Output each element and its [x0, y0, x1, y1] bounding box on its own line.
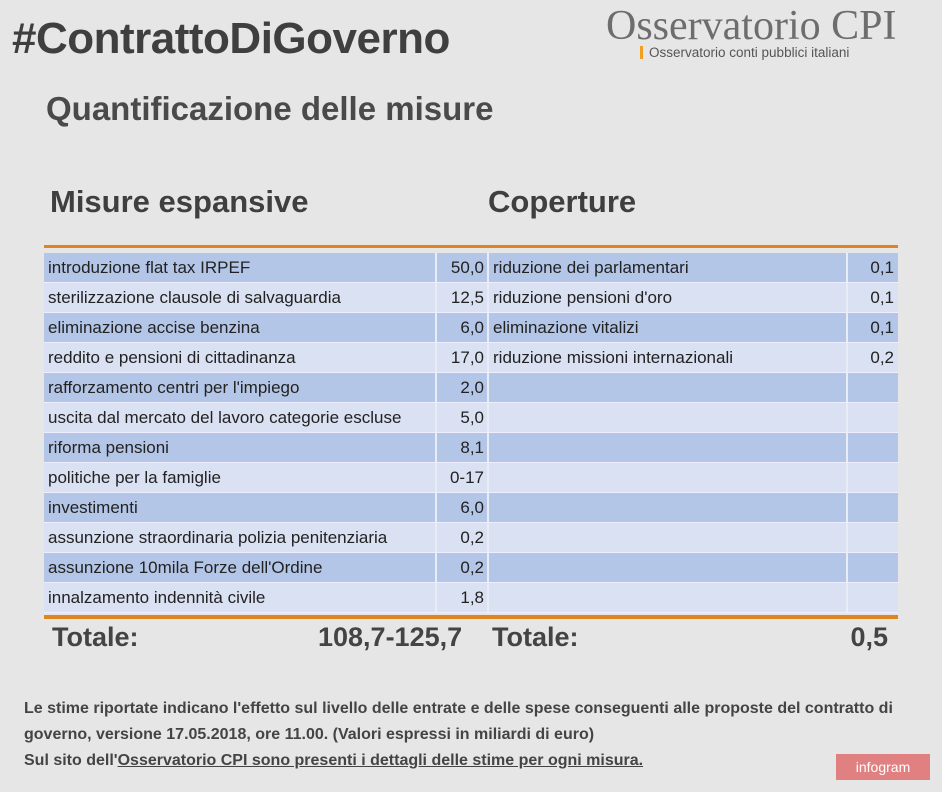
table-row: introduzione flat tax IRPEF 50,0 riduzione…: [44, 253, 898, 283]
table-row: rafforzamento centri per l'impiego 2,0: [44, 373, 898, 403]
coverage-name: riduzione missioni internazionali: [489, 343, 848, 372]
header-coperture: Coperture: [488, 184, 637, 219]
footnote: Le stime riportate indicano l'effetto su…: [24, 696, 924, 774]
measure-value: 50,0: [437, 253, 489, 282]
measures-table: introduzione flat tax IRPEF 50,0 riduzione…: [44, 245, 898, 619]
coverage-value: 0,1: [848, 253, 898, 282]
footnote-link-line: Sul sito dell'Osservatorio CPI sono pres…: [24, 748, 924, 774]
measure-value: 1,8: [437, 583, 489, 612]
measure-name: sterilizzazione clausole di salvaguardia: [44, 283, 437, 312]
coverage-name: eliminazione vitalizi: [489, 313, 848, 342]
logo-tagline: Osservatorio conti pubblici italiani: [640, 46, 849, 59]
coverage-value: [848, 403, 898, 432]
measure-name: innalzamento indennità civile: [44, 583, 437, 612]
measure-value: 8,1: [437, 433, 489, 462]
table-row: eliminazione accise benzina 6,0 eliminazio…: [44, 313, 898, 343]
measure-name: eliminazione accise benzina: [44, 313, 437, 342]
coverage-value: [848, 433, 898, 462]
page-subtitle: Quantificazione delle misure: [46, 90, 494, 127]
table-row: sterilizzazione clausole di salvaguardia…: [44, 283, 898, 313]
table-row: riforma pensioni 8,1: [44, 433, 898, 463]
table-row: investimenti 6,0: [44, 493, 898, 523]
measure-name: assunzione 10mila Forze dell'Ordine: [44, 553, 437, 582]
table-row: reddito e pensioni di cittadinanza 17,0 ri…: [44, 343, 898, 373]
coverage-value: 0,1: [848, 283, 898, 312]
coverage-value: [848, 583, 898, 612]
total-left-label: Totale:: [52, 622, 139, 652]
logo: Osservatorio CPI: [606, 3, 897, 49]
infogram-badge[interactable]: infogram: [836, 754, 930, 780]
total-left-value: 108,7-125,7: [318, 622, 463, 652]
measure-name: assunzione straordinaria polizia peniten…: [44, 523, 437, 552]
measure-value: 17,0: [437, 343, 489, 372]
coverage-value: [848, 553, 898, 582]
coverage-value: [848, 373, 898, 402]
coverage-name: [489, 493, 848, 522]
coverage-value: [848, 463, 898, 492]
table-row: assunzione 10mila Forze dell'Ordine 0,2: [44, 553, 898, 583]
coverage-name: [489, 373, 848, 402]
measure-name: introduzione flat tax IRPEF: [44, 253, 437, 282]
footnote-prefix: Sul sito dell': [24, 752, 118, 769]
measure-value: 2,0: [437, 373, 489, 402]
measure-value: 0-17: [437, 463, 489, 492]
measure-value: 12,5: [437, 283, 489, 312]
measure-name: uscita dal mercato del lavoro categorie …: [44, 403, 437, 432]
measure-value: 5,0: [437, 403, 489, 432]
coverage-name: [489, 463, 848, 492]
coverage-name: [489, 433, 848, 462]
footnote-text: Le stime riportate indicano l'effetto su…: [24, 700, 893, 743]
measure-name: rafforzamento centri per l'impiego: [44, 373, 437, 402]
coverage-value: [848, 493, 898, 522]
table-row: assunzione straordinaria polizia peniten…: [44, 523, 898, 553]
header-misure: Misure espansive: [50, 184, 309, 219]
measure-name: politiche per la famiglie: [44, 463, 437, 492]
table-row: uscita dal mercato del lavoro categorie …: [44, 403, 898, 433]
measure-value: 6,0: [437, 313, 489, 342]
measure-name: reddito e pensioni di cittadinanza: [44, 343, 437, 372]
coverage-name: [489, 523, 848, 552]
total-right-label: Totale:: [492, 622, 579, 652]
coverage-name: [489, 403, 848, 432]
total-right-value: 0,5: [850, 622, 888, 652]
osservatorio-link[interactable]: Osservatorio CPI sono presenti i dettagl…: [117, 752, 644, 769]
measure-value: 0,2: [437, 523, 489, 552]
measure-name: riforma pensioni: [44, 433, 437, 462]
coverage-name: [489, 583, 848, 612]
page-title: #ContrattoDiGoverno: [12, 14, 450, 63]
coverage-name: riduzione dei parlamentari: [489, 253, 848, 282]
measure-value: 0,2: [437, 553, 489, 582]
table-row: innalzamento indennità civile 1,8: [44, 583, 898, 613]
coverage-name: [489, 553, 848, 582]
measure-value: 6,0: [437, 493, 489, 522]
coverage-value: 0,1: [848, 313, 898, 342]
measure-name: investimenti: [44, 493, 437, 522]
coverage-name: riduzione pensioni d'oro: [489, 283, 848, 312]
coverage-value: [848, 523, 898, 552]
coverage-value: 0,2: [848, 343, 898, 372]
table-row: politiche per la famiglie 0-17: [44, 463, 898, 493]
